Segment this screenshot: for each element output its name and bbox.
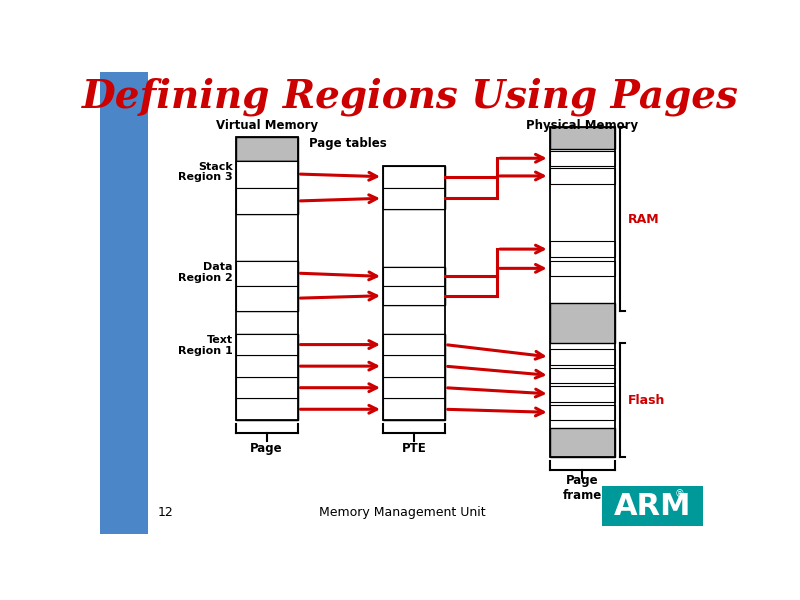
Bar <box>100 72 148 534</box>
Bar <box>236 137 298 420</box>
Bar <box>236 355 298 377</box>
Text: Region 2: Region 2 <box>178 272 233 283</box>
Bar <box>383 267 445 286</box>
Bar <box>383 166 445 420</box>
Bar <box>383 166 445 187</box>
Bar <box>236 334 298 355</box>
Text: Page: Page <box>250 442 283 455</box>
Bar <box>236 260 298 311</box>
Bar <box>236 377 298 398</box>
Bar <box>236 137 298 161</box>
Bar <box>236 398 298 420</box>
Bar <box>550 386 615 401</box>
Bar <box>550 151 615 166</box>
Bar <box>236 161 298 187</box>
Bar <box>550 260 615 276</box>
Bar <box>383 166 445 209</box>
Bar <box>383 398 445 420</box>
Text: Page tables: Page tables <box>309 137 387 150</box>
Text: Region 1: Region 1 <box>178 346 233 356</box>
Bar <box>236 260 298 286</box>
Bar <box>550 368 615 383</box>
Text: ARM: ARM <box>614 492 691 521</box>
Bar <box>236 334 298 420</box>
Text: ®: ® <box>675 489 685 499</box>
Bar <box>383 267 445 305</box>
Bar <box>383 334 445 420</box>
Text: Text: Text <box>206 335 233 345</box>
Bar <box>236 161 298 214</box>
Bar <box>550 349 615 365</box>
Bar <box>550 127 615 457</box>
Text: Memory Management Unit: Memory Management Unit <box>319 506 486 519</box>
Text: Physical Memory: Physical Memory <box>526 119 638 133</box>
Bar <box>550 404 615 420</box>
Text: PTE: PTE <box>402 442 426 455</box>
Bar <box>383 377 445 398</box>
Text: Data: Data <box>203 262 233 272</box>
Text: Page
frame: Page frame <box>563 474 602 502</box>
Bar <box>383 355 445 377</box>
Bar <box>550 303 615 343</box>
Text: Stack: Stack <box>198 162 233 172</box>
Bar <box>602 486 703 526</box>
Bar <box>383 286 445 305</box>
Text: Region 3: Region 3 <box>178 172 233 182</box>
Text: Virtual Memory: Virtual Memory <box>215 119 318 133</box>
Text: Defining Regions Using Pages: Defining Regions Using Pages <box>82 77 738 116</box>
Bar <box>236 187 298 214</box>
Bar <box>236 286 298 311</box>
Bar <box>550 428 615 457</box>
Text: Flash: Flash <box>628 394 665 407</box>
Bar <box>550 241 615 257</box>
Bar <box>383 334 445 355</box>
Bar <box>550 127 615 149</box>
Bar <box>550 168 615 184</box>
Text: 12: 12 <box>158 506 174 519</box>
Bar <box>383 187 445 209</box>
Text: RAM: RAM <box>628 212 659 226</box>
